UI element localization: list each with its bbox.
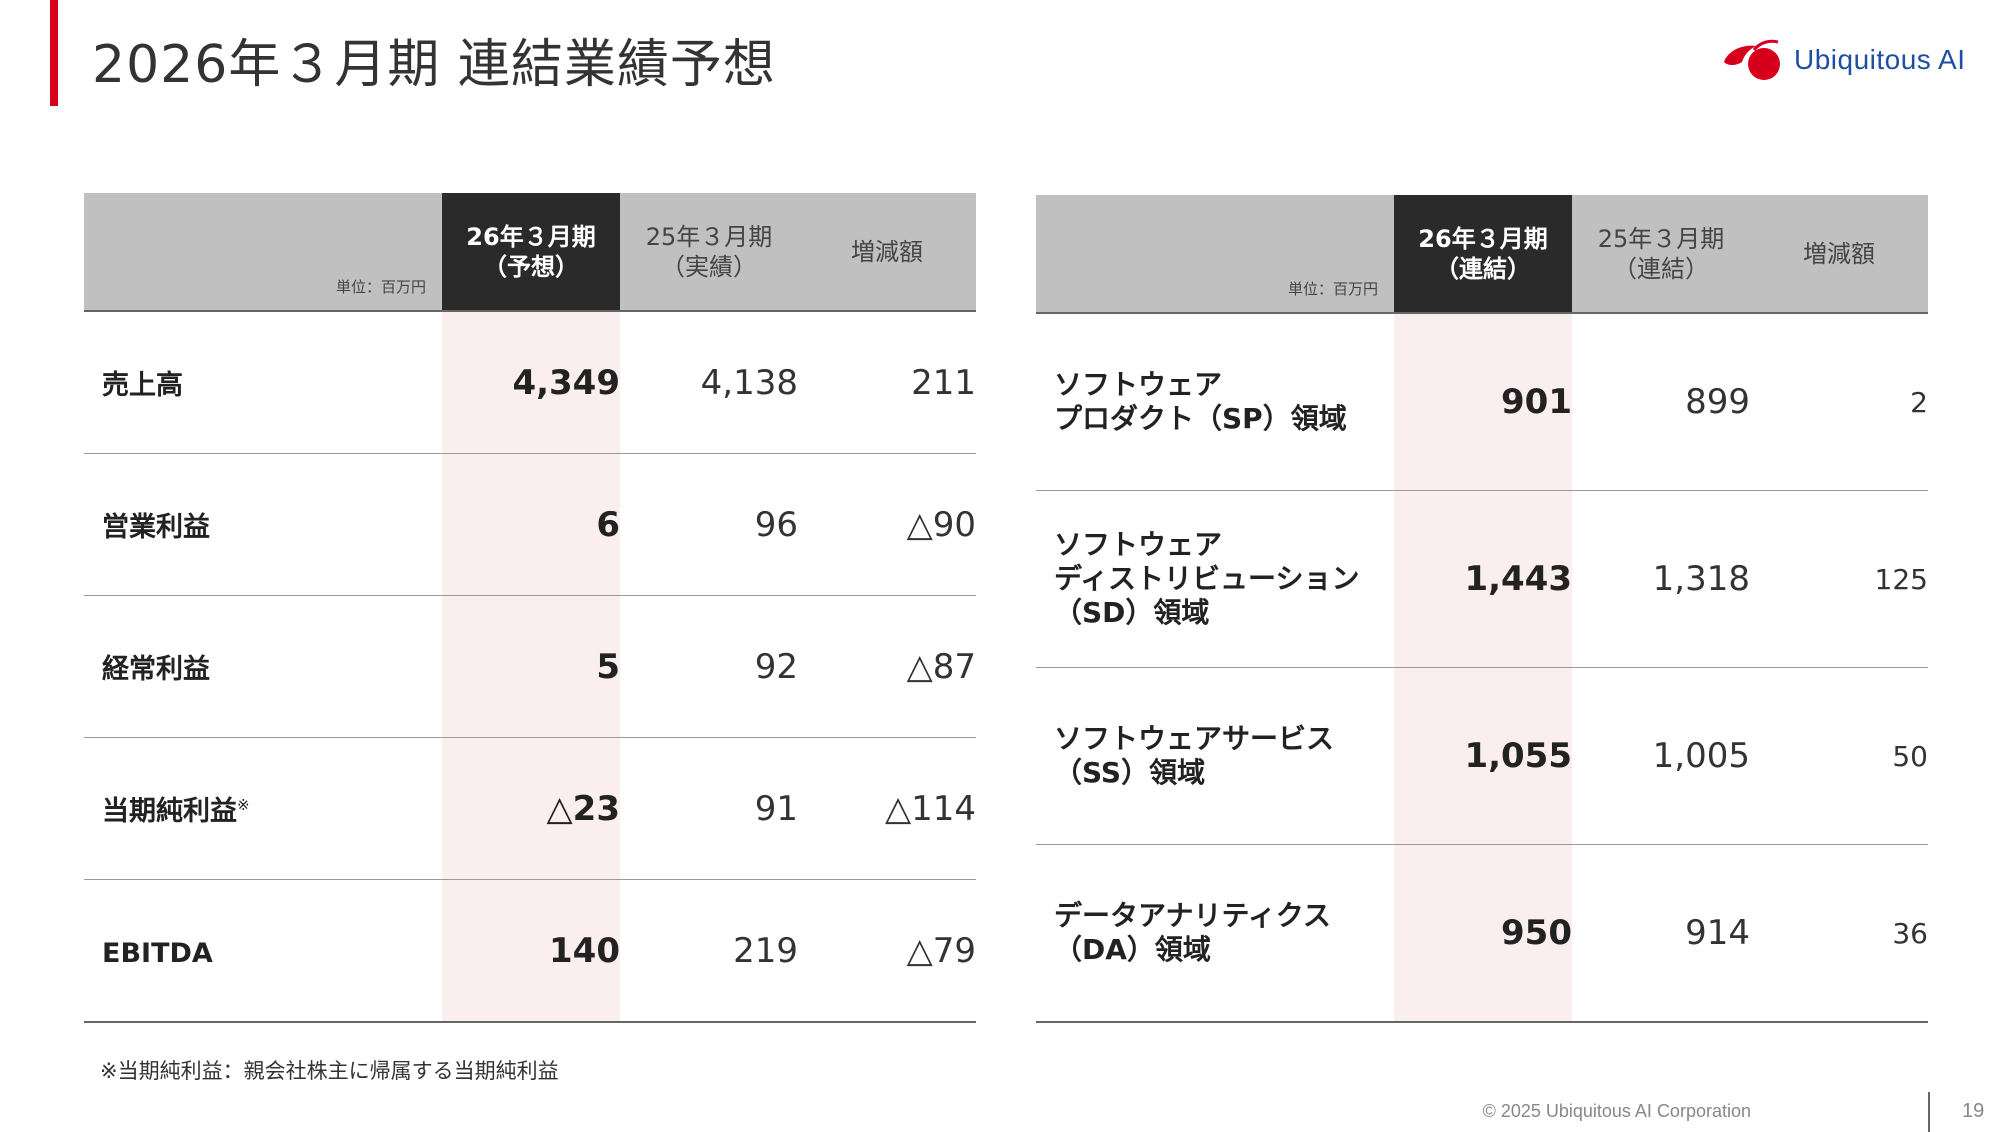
header-forecast-line1: 26年３月期: [466, 222, 596, 251]
forecast-value: 5: [442, 595, 620, 738]
forecast-value: 6: [442, 453, 620, 596]
actual-value: 92: [620, 595, 798, 738]
ladybug-logo-icon: [1724, 39, 1780, 80]
header-actual-line1: 25年３月期: [1597, 224, 1725, 253]
actual-value: 219: [620, 879, 798, 1023]
table-row: ソフトウェア プロダクト（SP）領域 901 899 2: [1036, 313, 1928, 491]
forecast-value: △23: [442, 737, 620, 880]
header-actual: 25年３月期 （連結）: [1572, 195, 1750, 314]
segment-label: ソフトウェア ディストリビューション （SD）領域: [1036, 490, 1394, 668]
forecast-value: 950: [1394, 844, 1572, 1023]
table-row: EBITDA 140 219 △79: [84, 879, 976, 1023]
change-value: △87: [798, 595, 976, 738]
header-change: 増減額: [798, 193, 976, 312]
row-label: EBITDA: [84, 879, 442, 1023]
header-forecast: 26年３月期 （連結）: [1394, 195, 1572, 314]
change-value: △79: [798, 879, 976, 1023]
header-actual-line1: 25年３月期: [645, 222, 773, 251]
header-forecast-line1: 26年３月期: [1418, 224, 1548, 253]
actual-value: 914: [1572, 844, 1750, 1023]
table-row: ソフトウェア ディストリビューション （SD）領域 1,443 1,318 12…: [1036, 490, 1928, 668]
actual-value: 96: [620, 453, 798, 596]
table-row: 当期純利益※ △23 91 △114: [84, 737, 976, 880]
header-actual-line2: （実績）: [661, 252, 757, 281]
table-row: 売上高 4,349 4,138 211: [84, 311, 976, 454]
footnote-mark: ※: [237, 796, 250, 814]
unit-label: 単位：百万円: [335, 278, 426, 296]
segment-label: ソフトウェア プロダクト（SP）領域: [1036, 313, 1394, 491]
table-row: データアナリティクス （DA）領域 950 914 36: [1036, 844, 1928, 1023]
header-forecast-line2: （連結）: [1435, 254, 1531, 283]
actual-value: 4,138: [620, 311, 798, 454]
header-label-cell: 単位：百万円: [84, 193, 442, 312]
header-actual: 25年３月期 （実績）: [620, 193, 798, 312]
header-forecast: 26年３月期 （予想）: [442, 193, 620, 312]
logo-text: Ubiquitous AI: [1794, 44, 1966, 75]
change-value: △90: [798, 453, 976, 596]
row-label: 営業利益: [84, 453, 442, 596]
row-label: 売上高: [84, 311, 442, 454]
header-change-line1: 増減額: [1803, 239, 1875, 268]
actual-value: 1,318: [1572, 490, 1750, 668]
table-row: ソフトウェアサービス （SS）領域 1,055 1,005 50: [1036, 667, 1928, 845]
header-label-cell: 単位：百万円: [1036, 195, 1394, 314]
footer-divider: [1928, 1092, 1930, 1132]
change-value: 36: [1750, 844, 1928, 1023]
actual-value: 1,005: [1572, 667, 1750, 845]
segment-label: データアナリティクス （DA）領域: [1036, 844, 1394, 1023]
change-value: 50: [1750, 667, 1928, 845]
forecast-value: 901: [1394, 313, 1572, 491]
actual-value: 91: [620, 737, 798, 880]
change-value: 125: [1750, 490, 1928, 668]
header-change-line1: 増減額: [851, 237, 923, 266]
page-number: 19: [1962, 1100, 1985, 1122]
forecast-value: 4,349: [442, 311, 620, 454]
copyright: © 2025 Ubiquitous AI Corporation: [1482, 1101, 1751, 1121]
table-row: 経常利益 5 92 △87: [84, 595, 976, 738]
consolidated-forecast-table: 単位：百万円 26年３月期 （予想） 25年３月期 （実績） 増減額 売上高 4…: [84, 193, 976, 1023]
actual-value: 899: [1572, 313, 1750, 491]
forecast-value: 1,443: [1394, 490, 1572, 668]
company-logo: Ubiquitous AI: [1722, 36, 1966, 84]
header-actual-line2: （連結）: [1613, 254, 1709, 283]
row-label: 経常利益: [84, 595, 442, 738]
change-value: △114: [798, 737, 976, 880]
forecast-value: 1,055: [1394, 667, 1572, 845]
footnote: ※当期純利益：親会社株主に帰属する当期純利益: [100, 1059, 559, 1083]
page-title: 2026年３月期 連結業績予想: [92, 35, 776, 95]
row-label: 当期純利益※: [84, 737, 442, 880]
title-accent-bar: [50, 0, 58, 106]
header-change: 増減額: [1750, 195, 1928, 314]
unit-label: 単位：百万円: [1287, 280, 1378, 298]
table-row: 営業利益 6 96 △90: [84, 453, 976, 596]
header-forecast-line2: （予想）: [483, 252, 579, 281]
forecast-value: 140: [442, 879, 620, 1023]
segment-forecast-table: 単位：百万円 26年３月期 （連結） 25年３月期 （連結） 増減額 ソフトウェ…: [1036, 195, 1928, 1023]
segment-label: ソフトウェアサービス （SS）領域: [1036, 667, 1394, 845]
change-value: 211: [798, 311, 976, 454]
change-value: 2: [1750, 313, 1928, 491]
